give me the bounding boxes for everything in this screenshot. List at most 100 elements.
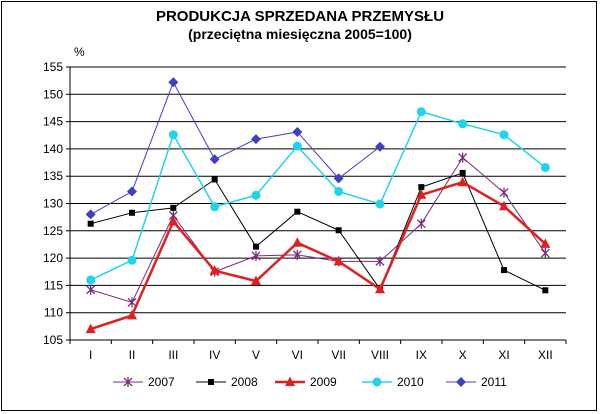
series-line-2007 — [90, 157, 546, 303]
data-point-2008 — [542, 287, 549, 294]
x-tick-label: IX — [416, 348, 427, 362]
legend-marker — [372, 377, 382, 387]
data-point-2011 — [209, 154, 220, 165]
data-point-2007 — [458, 152, 468, 163]
x-axis-ticks: I II III IV V VI VII VIII IX X XI XII — [89, 348, 553, 362]
x-tick-label: III — [168, 348, 178, 362]
y-tick-label: 110 — [44, 306, 63, 320]
series-2008 — [87, 169, 549, 294]
legend-label: 2010 — [397, 375, 424, 389]
legend-item-2008: 2008 — [196, 375, 258, 389]
x-tick-label: XII — [538, 348, 553, 362]
series-2009 — [85, 176, 551, 334]
data-point-2011 — [333, 173, 344, 184]
data-point-2009 — [499, 200, 509, 211]
y-axis-label: % — [74, 45, 85, 59]
data-point-2009 — [209, 265, 220, 275]
legend-item-2010: 2010 — [362, 375, 424, 389]
legend-marker — [123, 377, 133, 387]
data-point-2009 — [333, 255, 344, 266]
series-2011 — [85, 77, 385, 220]
chart-subtitle: (przeciętna miesięczna 2005=100) — [188, 26, 412, 42]
legend: 2007 2008 2009 2010 2011 — [113, 375, 507, 389]
series-line-2011 — [90, 81, 381, 215]
data-point-2008 — [87, 220, 94, 227]
data-point-2011 — [85, 209, 96, 220]
y-tick-label: 105 — [43, 333, 63, 347]
data-point-2011 — [292, 126, 303, 137]
data-point-2010 — [334, 186, 344, 196]
series-2010 — [86, 107, 550, 285]
data-point-2007 — [251, 250, 261, 261]
legend-item-2007: 2007 — [113, 375, 175, 389]
data-point-2009 — [540, 238, 551, 248]
y-tick-label: 135 — [43, 169, 63, 183]
data-point-2010 — [499, 130, 509, 140]
data-point-2009 — [292, 237, 303, 247]
data-point-2007 — [540, 248, 550, 259]
data-point-2008 — [459, 169, 466, 176]
data-point-2009 — [168, 216, 179, 226]
legend-item-2011: 2011 — [446, 375, 507, 389]
y-tick-label: 130 — [43, 197, 63, 211]
data-point-2008 — [335, 227, 342, 234]
data-point-2008 — [211, 176, 218, 183]
data-point-2010 — [210, 202, 220, 212]
y-tick-label: 115 — [44, 278, 63, 292]
data-point-2009 — [251, 275, 261, 286]
legend-label: 2009 — [310, 375, 337, 389]
data-point-2010 — [458, 119, 468, 129]
x-tick-label: V — [252, 348, 260, 362]
data-point-2010 — [251, 190, 261, 200]
series-line-2009 — [90, 180, 547, 331]
legend-marker — [456, 377, 466, 387]
y-axis-ticks: 105 110 115 120 125 130 135 140 145 150 155 — [43, 60, 63, 347]
legend-item-2009: 2009 — [275, 375, 337, 389]
data-point-2011 — [168, 77, 179, 88]
x-tick-label: VI — [292, 348, 303, 362]
y-tick-label: 125 — [43, 224, 63, 238]
data-point-2008 — [253, 243, 259, 250]
data-point-2011 — [375, 141, 385, 152]
legend-label: 2008 — [231, 375, 258, 389]
gridlines — [66, 66, 567, 344]
legend-marker — [208, 379, 214, 385]
data-point-2011 — [251, 134, 261, 145]
data-point-2009 — [457, 176, 468, 187]
data-point-2008 — [294, 208, 301, 215]
x-tick-label: XI — [498, 348, 509, 362]
x-tick-label: IV — [209, 348, 220, 362]
x-tick-label: X — [459, 348, 467, 362]
data-point-2007 — [499, 187, 509, 198]
x-tick-label: II — [129, 348, 136, 362]
data-point-2009 — [85, 323, 96, 334]
legend-marker — [285, 376, 295, 386]
data-point-2007 — [375, 256, 385, 267]
chart-title: PRODUKCJA SPRZEDANA PRZEMYSŁU — [155, 8, 445, 25]
data-point-2010 — [416, 107, 426, 117]
data-point-2010 — [168, 130, 178, 140]
x-tick-label: VIII — [371, 348, 389, 362]
x-tick-label: VII — [331, 348, 346, 362]
series-line-2010 — [90, 111, 546, 281]
data-point-2009 — [375, 283, 385, 294]
data-point-2008 — [501, 267, 507, 274]
data-point-2007 — [416, 218, 426, 229]
y-tick-label: 140 — [43, 142, 63, 156]
data-point-2007 — [86, 284, 96, 295]
y-tick-label: 150 — [43, 87, 63, 101]
x-tick-label: I — [89, 348, 92, 362]
data-point-2010 — [375, 199, 385, 209]
data-point-2007 — [292, 249, 302, 260]
y-tick-label: 120 — [43, 251, 63, 265]
data-point-2008 — [129, 209, 135, 216]
legend-label: 2007 — [148, 375, 175, 389]
data-point-2010 — [127, 255, 137, 265]
data-point-2010 — [292, 141, 302, 151]
data-point-2009 — [416, 189, 427, 199]
data-point-2009 — [127, 309, 137, 320]
data-point-2010 — [540, 162, 550, 172]
series-2007 — [86, 152, 550, 308]
